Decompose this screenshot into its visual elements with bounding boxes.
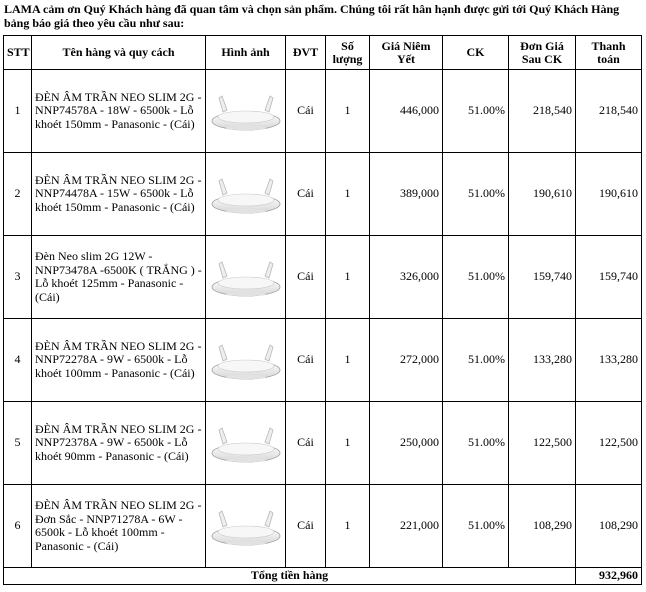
table-row: 2 ĐÈN ÂM TRẦN NEO SLIM 2G - NNP74478A - … <box>3 152 642 236</box>
row-total: 108,290 <box>575 484 642 568</box>
row-stt: 5 <box>3 401 32 485</box>
header-image: Hình ảnh <box>205 35 286 70</box>
row-stt: 4 <box>3 318 32 402</box>
row-image-cell <box>205 152 286 236</box>
downlight-image <box>211 178 281 214</box>
row-total: 218,540 <box>575 69 642 153</box>
row-stt: 2 <box>3 152 32 236</box>
row-unit: Cái <box>285 152 326 236</box>
row-price: 272,000 <box>369 318 443 402</box>
row-unit: Cái <box>285 401 326 485</box>
row-discount: 51.00% <box>442 69 509 153</box>
row-total: 122,500 <box>575 401 642 485</box>
header-discount: CK <box>442 35 509 70</box>
row-unit-price: 190,610 <box>508 152 576 236</box>
header-unit-price: Đơn Giá Sau CK <box>508 35 576 70</box>
row-discount: 51.00% <box>442 484 509 568</box>
row-price: 389,000 <box>369 152 443 236</box>
row-qty: 1 <box>325 318 370 402</box>
downlight-image <box>211 95 281 131</box>
row-qty: 1 <box>325 152 370 236</box>
row-stt: 6 <box>3 484 32 568</box>
table-row: 4 ĐÈN ÂM TRẦN NEO SLIM 2G - NNP72278A - … <box>3 318 642 402</box>
row-image-cell <box>205 484 286 568</box>
table-row: 1 ĐÈN ÂM TRẦN NEO SLIM 2G - NNP74578A - … <box>3 69 642 153</box>
row-product-name: ĐÈN ÂM TRẦN NEO SLIM 2G - NNP74478A - 15… <box>31 152 206 236</box>
header-total: Thanh toán <box>575 35 642 70</box>
row-discount: 51.00% <box>442 235 509 319</box>
row-price: 250,000 <box>369 401 443 485</box>
row-image-cell <box>205 235 286 319</box>
quotation-table: STT Tên hàng và quy cách Hình ảnh ĐVT Số… <box>3 35 642 585</box>
table-row: 3 Đèn Neo slim 2G 12W - NNP73478A -6500K… <box>3 235 642 319</box>
row-unit-price: 133,280 <box>508 318 576 402</box>
row-total: 159,740 <box>575 235 642 319</box>
row-image-cell <box>205 69 286 153</box>
row-qty: 1 <box>325 235 370 319</box>
table-row: 5 ĐÈN ÂM TRẦN NEO SLIM 2G - NNP72378A - … <box>3 401 642 485</box>
row-unit-price: 159,740 <box>508 235 576 319</box>
row-unit: Cái <box>285 318 326 402</box>
downlight-image <box>211 344 281 380</box>
total-row: Tổng tiền hàng 932,960 <box>3 567 642 585</box>
table-row: 6 ĐÈN ÂM TRẦN NEO SLIM 2G - Đơn Sắc - NN… <box>3 484 642 568</box>
row-total: 190,610 <box>575 152 642 236</box>
row-unit-price: 122,500 <box>508 401 576 485</box>
intro-text: LAMA cảm ơn Quý Khách hàng đã quan tâm v… <box>4 2 620 30</box>
row-unit: Cái <box>285 484 326 568</box>
row-product-name: ĐÈN ÂM TRẦN NEO SLIM 2G - NNP72278A - 9W… <box>31 318 206 402</box>
header-stt: STT <box>3 35 32 70</box>
row-unit: Cái <box>285 69 326 153</box>
row-discount: 51.00% <box>442 318 509 402</box>
row-image-cell <box>205 318 286 402</box>
downlight-image <box>211 510 281 546</box>
row-qty: 1 <box>325 484 370 568</box>
row-image-cell <box>205 401 286 485</box>
downlight-image <box>211 261 281 297</box>
row-unit-price: 108,290 <box>508 484 576 568</box>
row-price: 221,000 <box>369 484 443 568</box>
row-product-name: ĐÈN ÂM TRẦN NEO SLIM 2G - Đơn Sắc - NNP7… <box>31 484 206 568</box>
row-price: 446,000 <box>369 69 443 153</box>
row-price: 326,000 <box>369 235 443 319</box>
header-price: Giá Niêm Yết <box>369 35 443 70</box>
header-unit: ĐVT <box>285 35 326 70</box>
row-product-name: Đèn Neo slim 2G 12W - NNP73478A -6500K (… <box>31 235 206 319</box>
total-value: 932,960 <box>575 567 642 585</box>
row-unit-price: 218,540 <box>508 69 576 153</box>
row-qty: 1 <box>325 69 370 153</box>
downlight-image <box>211 427 281 463</box>
row-product-name: ĐÈN ÂM TRẦN NEO SLIM 2G - NNP74578A - 18… <box>31 69 206 153</box>
row-product-name: ĐÈN ÂM TRẦN NEO SLIM 2G - NNP72378A - 9W… <box>31 401 206 485</box>
row-total: 133,280 <box>575 318 642 402</box>
row-discount: 51.00% <box>442 401 509 485</box>
row-stt: 1 <box>3 69 32 153</box>
total-label: Tổng tiền hàng <box>3 567 576 585</box>
header-qty: Số lượng <box>325 35 370 70</box>
header-row: STT Tên hàng và quy cách Hình ảnh ĐVT Số… <box>3 35 642 70</box>
row-qty: 1 <box>325 401 370 485</box>
row-discount: 51.00% <box>442 152 509 236</box>
row-stt: 3 <box>3 235 32 319</box>
row-unit: Cái <box>285 235 326 319</box>
header-name: Tên hàng và quy cách <box>31 35 206 70</box>
